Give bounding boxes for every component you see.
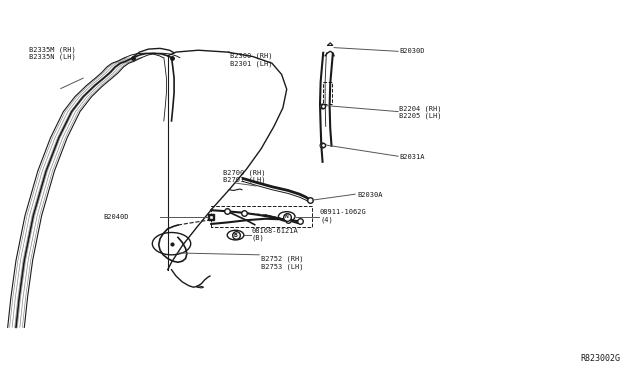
Text: 08911-1062G
(4): 08911-1062G (4) [320,209,367,222]
Text: R823002G: R823002G [581,354,621,363]
Text: N: N [285,214,289,219]
Text: B: B [234,232,237,238]
Text: B2300 (RH)
B2301 (LH): B2300 (RH) B2301 (LH) [230,53,273,67]
Text: B2204 (RH)
B2205 (LH): B2204 (RH) B2205 (LH) [399,105,442,119]
Text: B2700 (RH)
B2701 (LH): B2700 (RH) B2701 (LH) [223,169,265,183]
Text: B2040D: B2040D [104,214,129,220]
Text: 08168-6121A
(B): 08168-6121A (B) [252,228,298,241]
Text: B2752 (RH)
B2753 (LH): B2752 (RH) B2753 (LH) [261,256,303,270]
Text: B2031A: B2031A [399,154,425,160]
Text: B2335M (RH)
B2335N (LH): B2335M (RH) B2335N (LH) [29,46,76,60]
Text: B2030D: B2030D [399,48,425,54]
Text: B2030A: B2030A [357,192,383,198]
